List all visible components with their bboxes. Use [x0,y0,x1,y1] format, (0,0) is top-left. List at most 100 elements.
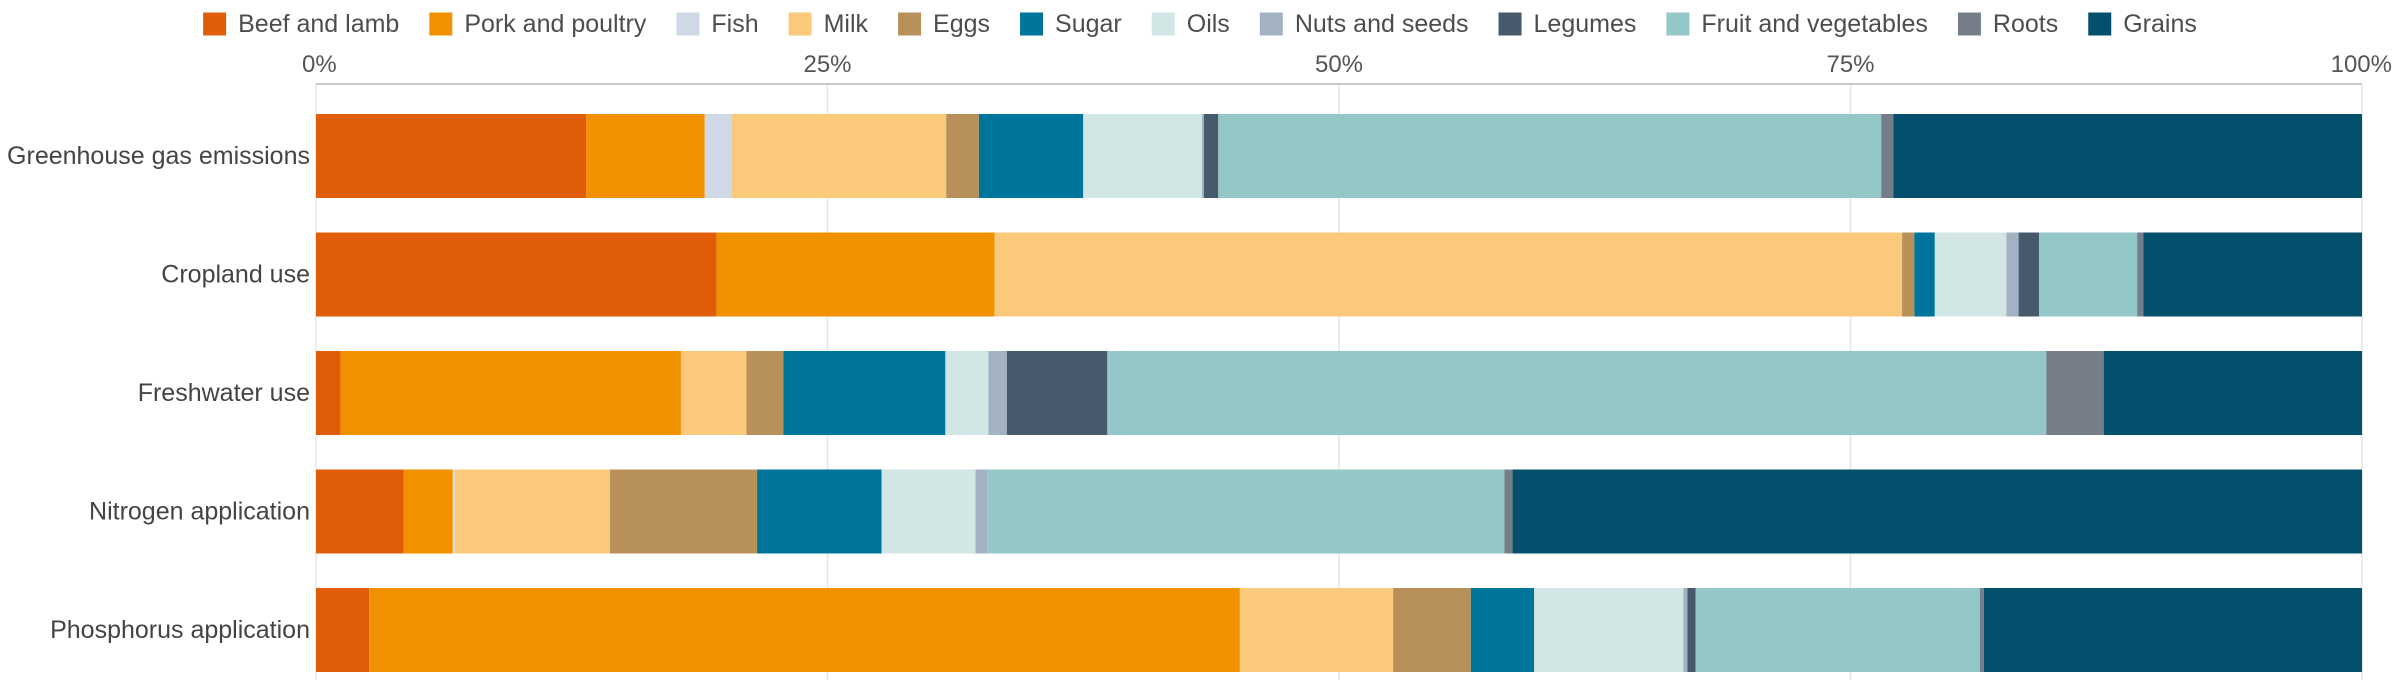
legend-swatch-pork-and-poultry [429,12,453,36]
legend-item-nuts-and-seeds: Nuts and seeds [1259,10,1469,38]
chart-bars [316,114,2362,672]
legend-label-oils: Oils [1187,10,1230,38]
bar-segment-cropland-use-pork-and-poultry [716,232,995,317]
bar-segment-freshwater-use-sugar [783,351,946,435]
bar-row-phosphorus-application [316,588,2362,672]
bar-segment-greenhouse-gas-emissions-pork-and-poultry [586,114,705,198]
legend-label-roots: Roots [1993,10,2058,38]
legend-item-pork-and-poultry: Pork and poultry [429,10,647,38]
bar-row-freshwater-use [316,351,2362,435]
bar-segment-phosphorus-application-beef-and-lamb [316,588,370,672]
legend-swatch-eggs [898,12,922,36]
legend-swatch-sugar [1020,12,1044,36]
legend-label-grains: Grains [2123,10,2197,38]
legend-label-eggs: Eggs [933,10,990,38]
bar-segment-freshwater-use-milk [680,351,747,435]
legend-item-eggs: Eggs [898,10,990,38]
bar-segment-nitrogen-application-roots [1504,469,1513,554]
bar-segment-greenhouse-gas-emissions-milk [731,114,947,198]
y-axis: Greenhouse gas emissions Cropland use Fres… [7,142,310,644]
bar-segment-freshwater-use-nuts-and-seeds [988,351,1007,435]
category-label-cropland-use: Cropland use [161,261,310,289]
legend-item-beef-and-lamb: Beef and lamb [203,10,399,38]
bar-segment-cropland-use-milk [994,232,1903,317]
bar-segment-greenhouse-gas-emissions-roots [1881,114,1894,198]
legend-item-fruit-and-vegetables: Fruit and vegetables [1666,10,1928,38]
bar-segment-phosphorus-application-pork-and-poultry [369,588,1240,672]
legend-label-pork-and-poultry: Pork and poultry [464,10,647,38]
legend-swatch-grains [2088,12,2112,36]
bar-segment-freshwater-use-oils [945,351,989,435]
legend-swatch-nuts-and-seeds [1259,12,1283,36]
bar-segment-freshwater-use-legumes [1006,351,1108,435]
bar-segment-nitrogen-application-grains [1512,469,2362,554]
bar-row-nitrogen-application [316,469,2362,554]
legend-label-beef-and-lamb: Beef and lamb [238,10,399,38]
bar-segment-nitrogen-application-sugar [757,469,882,554]
bar-row-greenhouse-gas-emissions [316,114,2362,198]
bar-segment-phosphorus-application-grains [1983,588,2362,672]
bar-segment-nitrogen-application-pork-and-poultry [403,469,453,554]
x-tick-label-100: 100% [2331,51,2392,78]
legend-label-milk: Milk [824,10,869,38]
category-label-nitrogen-application: Nitrogen application [89,498,310,526]
bar-segment-phosphorus-application-roots [1979,588,1984,672]
legend-swatch-oils [1151,12,1175,36]
bar-segment-cropland-use-sugar [1914,232,1935,317]
legend-label-nuts-and-seeds: Nuts and seeds [1295,10,1469,38]
bar-segment-freshwater-use-eggs [746,351,784,435]
bar-segment-phosphorus-application-milk [1239,588,1394,672]
category-label-phosphorus-application: Phosphorus application [50,616,310,644]
bar-segment-phosphorus-application-fruit-and-vegetables [1695,588,1980,672]
legend-item-sugar: Sugar [1020,10,1122,38]
legend-label-fruit-and-vegetables: Fruit and vegetables [1701,10,1928,38]
chart-legend: Beef and lamb Pork and poultry Fish Milk Egg… [203,10,2197,38]
category-label-greenhouse-gas-emissions: Greenhouse gas emissions [7,142,310,170]
x-tick-label-0: 0% [302,51,337,78]
bar-segment-freshwater-use-fruit-and-vegetables [1107,351,2047,435]
bar-segment-nitrogen-application-oils [881,469,976,554]
bar-segment-freshwater-use-grains [2103,351,2362,435]
bar-segment-cropland-use-nuts-and-seeds [2006,232,2019,317]
legend-swatch-fish [676,12,700,36]
bar-segment-phosphorus-application-sugar [1470,588,1535,672]
bar-segment-phosphorus-application-eggs [1393,588,1471,672]
legend-item-fish: Fish [676,10,759,38]
bar-segment-cropland-use-oils [1934,232,2007,317]
bar-segment-greenhouse-gas-emissions-fish [704,114,732,198]
bar-segment-greenhouse-gas-emissions-sugar [978,114,1084,198]
bar-segment-greenhouse-gas-emissions-nuts-and-seeds [1201,114,1204,198]
legend-swatch-legumes [1498,12,1522,36]
bar-segment-cropland-use-beef-and-lamb [316,232,717,317]
x-tick-label-25: 25% [803,51,851,78]
bar-segment-nitrogen-application-beef-and-lamb [316,469,404,554]
x-tick-label-75: 75% [1826,51,1874,78]
bar-segment-nitrogen-application-nuts-and-seeds [975,469,988,554]
bar-segment-greenhouse-gas-emissions-fruit-and-vegetables [1218,114,1882,198]
bar-segment-nitrogen-application-fish [452,469,455,554]
legend-label-sugar: Sugar [1055,10,1122,38]
bar-segment-nitrogen-application-fruit-and-vegetables [987,469,1505,554]
legend-item-legumes: Legumes [1498,10,1636,38]
bar-segment-phosphorus-application-oils [1534,588,1684,672]
legend-swatch-fruit-and-vegetables [1666,12,1690,36]
legend-swatch-beef-and-lamb [203,12,227,36]
x-axis: 0% 25% 50% 75% 100% [302,51,2392,85]
bar-segment-phosphorus-application-legumes [1687,588,1696,672]
legend-item-oils: Oils [1151,10,1230,38]
legend-label-fish: Fish [711,10,758,38]
bar-segment-greenhouse-gas-emissions-grains [1893,114,2362,198]
bar-segment-cropland-use-roots [2137,232,2144,317]
bar-segment-cropland-use-eggs [1902,232,1915,317]
legend-item-milk: Milk [788,10,869,38]
bar-segment-nitrogen-application-eggs [610,469,758,554]
bar-segment-greenhouse-gas-emissions-oils [1083,114,1202,198]
bar-segment-nitrogen-application-milk [454,469,611,554]
bar-segment-phosphorus-application-nuts-and-seeds [1683,588,1688,672]
legend-swatch-roots [1957,12,1981,36]
bar-segment-cropland-use-legumes [2018,232,2040,317]
legend-item-roots: Roots [1957,10,2058,38]
bar-segment-cropland-use-grains [2143,232,2362,317]
legend-item-grains: Grains [2088,10,2197,38]
